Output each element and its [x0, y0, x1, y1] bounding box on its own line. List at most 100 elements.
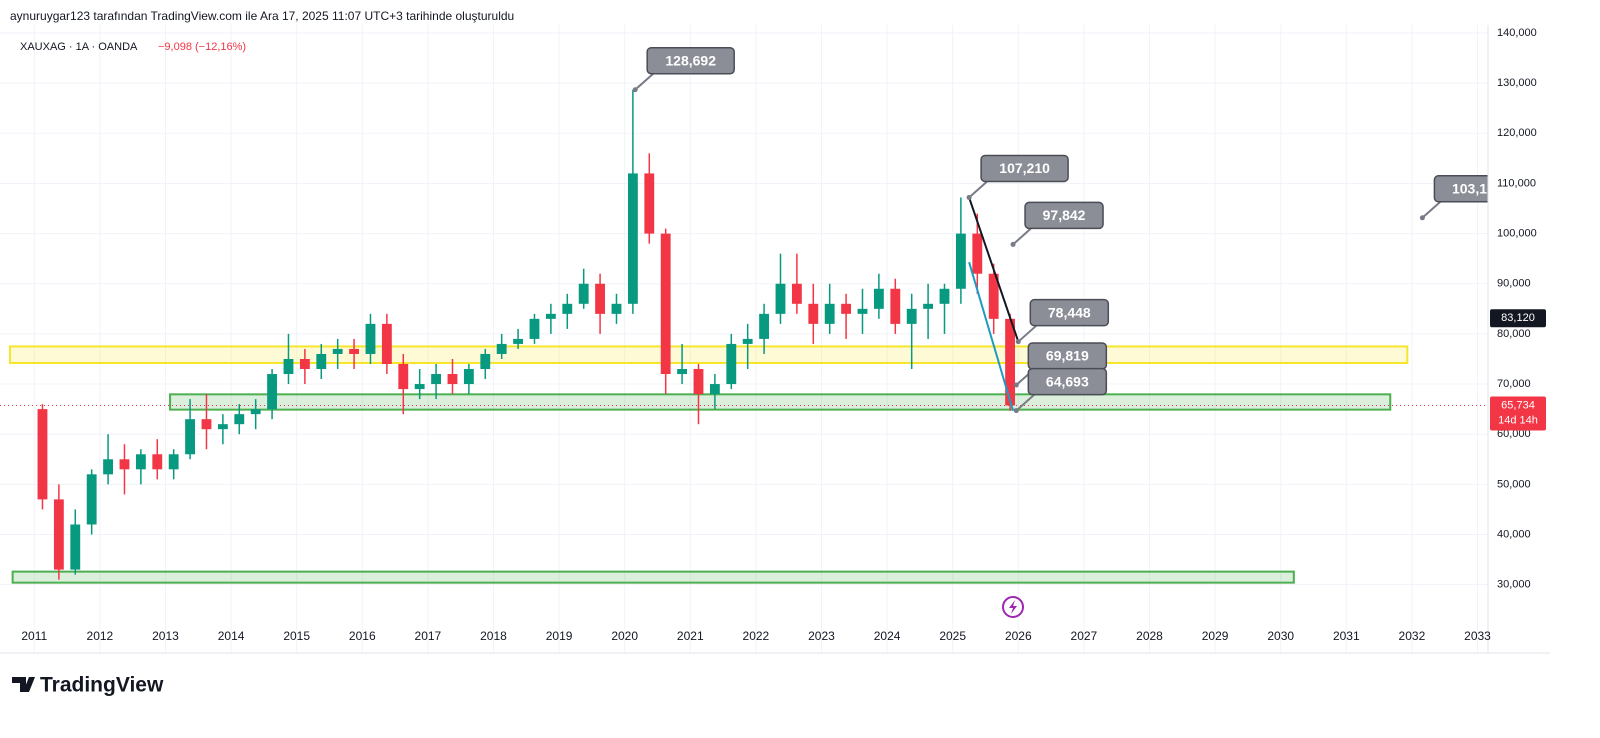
candle-body — [627, 173, 638, 304]
candle-body — [299, 358, 310, 370]
candle-body — [185, 419, 195, 455]
candle-body — [677, 369, 688, 375]
callout-point — [1015, 339, 1021, 345]
x-tick-label: 2019 — [546, 629, 573, 643]
candle-body — [1005, 318, 1016, 406]
x-tick-label: 2029 — [1202, 629, 1229, 643]
candle-body — [70, 524, 81, 570]
attribution: aynuruygar123 tarafından TradingView.com… — [10, 9, 514, 23]
callout-leader — [634, 72, 654, 91]
candle-body — [923, 303, 934, 309]
candle-body — [742, 338, 753, 344]
candle-body — [955, 233, 966, 289]
price-label: 65,734 — [1501, 399, 1535, 411]
callout-label: 64,693 — [1046, 373, 1089, 389]
callout-point — [1010, 241, 1016, 247]
callout-box — [1027, 367, 1108, 396]
y-tick-label: 100,000 — [1497, 228, 1537, 240]
candle-body — [135, 454, 146, 470]
callout-leader — [1017, 324, 1037, 343]
candle-body — [857, 308, 868, 314]
callout-box — [1029, 298, 1110, 327]
candle-body — [398, 363, 409, 390]
change: −9,098 (−12,16%) — [158, 41, 246, 53]
y-tick-label: 40,000 — [1497, 528, 1531, 540]
candle-body — [841, 303, 852, 314]
x-tick-label: 2032 — [1399, 629, 1426, 643]
price-sublabel: 14d 14h — [1498, 414, 1538, 426]
trend-line — [968, 197, 1020, 343]
candle-body — [103, 459, 113, 475]
candle-body — [906, 308, 917, 324]
candle-body — [431, 374, 442, 385]
callout-leader — [1015, 393, 1035, 412]
x-tick-label: 2031 — [1333, 629, 1360, 643]
candle-body — [53, 499, 64, 570]
candle-body — [201, 419, 212, 430]
candle-body — [791, 283, 802, 304]
candle-body — [611, 303, 622, 314]
candle-body — [972, 233, 983, 274]
y-tick-label: 50,000 — [1497, 478, 1531, 490]
candle-body — [463, 369, 474, 385]
candle-body — [447, 374, 458, 385]
candle-body — [545, 313, 556, 319]
candle-body — [283, 358, 294, 375]
callout-leader — [968, 180, 988, 199]
callout-box — [646, 46, 735, 75]
x-tick-label: 2030 — [1267, 629, 1294, 643]
candle-body — [234, 414, 245, 425]
x-tick-label: 2013 — [152, 629, 179, 643]
candle-body — [595, 283, 606, 314]
candle-body — [217, 424, 228, 430]
logo-icon — [12, 677, 35, 692]
callout-label: 78,448 — [1048, 304, 1091, 320]
event-icon-bolt — [1009, 600, 1017, 614]
y-tick-label: 70,000 — [1497, 378, 1531, 390]
event-icon[interactable] — [1002, 596, 1024, 618]
price-label-box — [1490, 396, 1546, 431]
candle-body — [562, 303, 573, 314]
callout-label: 107,210 — [999, 160, 1050, 176]
candle-body — [37, 409, 48, 500]
trend-line — [968, 261, 1015, 411]
candle-body — [726, 343, 737, 385]
candle-body — [513, 338, 524, 344]
price-label-box — [1490, 309, 1546, 328]
candle-body — [644, 173, 655, 234]
callout-point — [632, 87, 638, 93]
candle-body — [709, 384, 720, 395]
y-tick-label: 90,000 — [1497, 278, 1531, 290]
x-tick-label: 2014 — [218, 629, 245, 643]
x-tick-label: 2027 — [1071, 629, 1098, 643]
candle-body — [824, 303, 835, 324]
x-tick-label: 2016 — [349, 629, 376, 643]
x-tick-label: 2025 — [939, 629, 966, 643]
x-tick-label: 2018 — [480, 629, 507, 643]
callout-point — [1419, 215, 1425, 221]
y-tick-label: 80,000 — [1497, 328, 1531, 340]
zone — [11, 570, 1295, 584]
price-label: 83,120 — [1501, 312, 1535, 324]
candle-body — [939, 288, 950, 304]
y-tick-label: 120,000 — [1497, 127, 1537, 139]
candle-body — [332, 348, 343, 354]
callout-box — [1433, 175, 1488, 203]
callout-leader — [1421, 201, 1442, 219]
candle-body — [775, 283, 786, 314]
candle-body — [414, 384, 425, 390]
y-tick-label: 30,000 — [1497, 579, 1531, 591]
callout-leader — [1012, 227, 1032, 246]
x-tick-label: 2017 — [415, 629, 442, 643]
callout-box — [1024, 201, 1104, 230]
zone — [9, 345, 1409, 364]
plot-area: 128,692 107,210 97,842 78,448 69,819 64,693 10… — [0, 25, 1488, 653]
candle-body — [496, 343, 507, 354]
callout-box — [980, 154, 1069, 183]
candle-body — [381, 323, 392, 364]
y-tick-label: 110,000 — [1497, 177, 1536, 189]
x-tick-label: 2026 — [1005, 629, 1032, 643]
x-tick-label: 2012 — [87, 629, 114, 643]
